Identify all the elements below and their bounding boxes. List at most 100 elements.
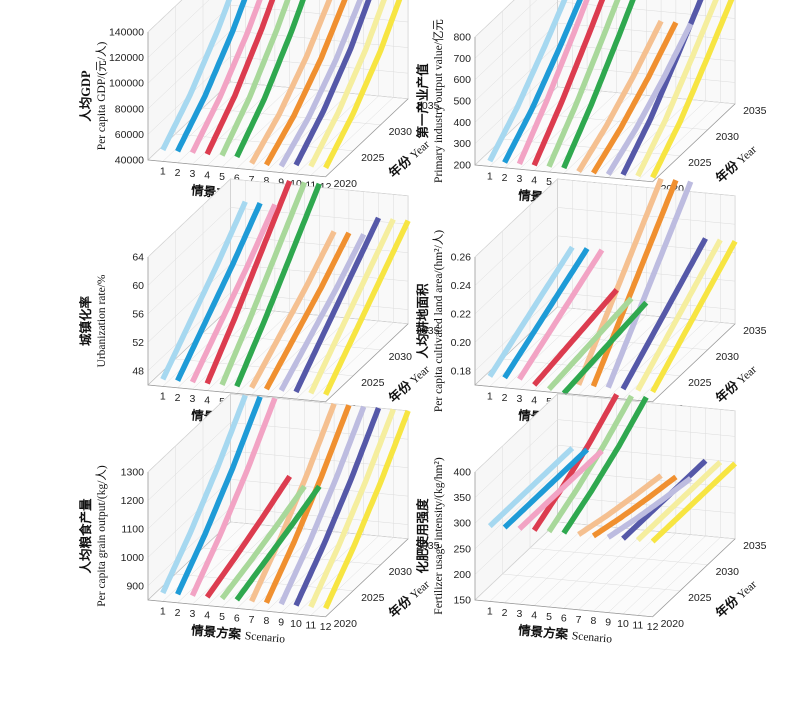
series-line-scenario-9 — [278, 405, 367, 606]
x-tick-label: 12 — [647, 621, 659, 633]
series-line-scenario-6 — [234, 484, 322, 602]
series-line-scenario-7 — [249, 0, 333, 165]
x-tick-label: 4 — [531, 395, 537, 407]
series-line-scenario-8 — [590, 179, 679, 388]
series-line-scenario-12 — [650, 239, 738, 394]
y-axis-label-en: Year — [735, 144, 759, 167]
gridline-year — [502, 446, 681, 592]
z-axis-label-en: Per capita cultivated land area/(hm²/人) — [432, 230, 445, 412]
z-tick-label: 0.18 — [451, 365, 472, 377]
z-tick-label: 300 — [453, 138, 471, 150]
z-tick-label: 100000 — [109, 78, 144, 90]
y-tick-label: 2035 — [416, 540, 440, 552]
series-line-scenario-10 — [293, 216, 381, 394]
x-tick-label: 1 — [160, 165, 166, 177]
x-tick-label: 1 — [487, 390, 493, 402]
y-tick-label: 2025 — [361, 152, 385, 164]
z-tick-label: 48 — [132, 365, 144, 377]
series-line-scenario-3 — [189, 397, 278, 597]
z-tick-label: 1200 — [121, 495, 145, 507]
series-line-scenario-8 — [591, 21, 679, 175]
series-line-scenario-11 — [308, 408, 396, 609]
series-line-scenario-5 — [546, 394, 634, 534]
y-axis-label: 年份Year — [713, 576, 760, 620]
y-axis-label: 年份Year — [386, 576, 433, 620]
x-tick-label: 11 — [632, 619, 643, 631]
x-tick-label: 2 — [502, 392, 508, 404]
z-tick-label: 500 — [453, 96, 471, 108]
x-tick-label: 6 — [234, 612, 240, 624]
x-tick-label: 8 — [263, 175, 269, 187]
series-line-scenario-4 — [204, 0, 276, 156]
x-axis-label-zh: 情景方案 — [518, 622, 570, 641]
series-line-scenario-4 — [532, 288, 619, 387]
series-line-scenario-1 — [160, 394, 248, 595]
x-axis-label-en: Scenario — [571, 630, 612, 645]
series-line-scenario-2 — [175, 202, 263, 382]
series-line-scenario-4 — [531, 0, 606, 167]
z-axis-label-zh: 人均粮食产量 — [78, 498, 93, 574]
y-tick-label: 2035 — [416, 100, 440, 112]
series-line-scenario-12 — [323, 219, 411, 396]
y-tick-label: 2025 — [688, 592, 712, 604]
y-axis-label: 年份Year — [386, 361, 433, 405]
series-line-scenario-3 — [189, 203, 278, 384]
z-tick-label: 300 — [453, 518, 471, 530]
series-line-scenario-6 — [234, 182, 322, 388]
z-tick-label: 0.26 — [451, 252, 472, 264]
x-tick-label: 1 — [160, 605, 166, 617]
series-line-scenario-7 — [249, 402, 337, 603]
y-axis-label: 年份Year — [386, 136, 433, 180]
z-tick-label: 0.20 — [451, 337, 472, 349]
x-tick-label: 9 — [278, 617, 284, 629]
x-tick-label: 6 — [234, 172, 240, 184]
y-tick-label: 2025 — [361, 377, 385, 389]
series-line-scenario-3 — [189, 0, 263, 154]
x-tick-label: 11 — [305, 619, 316, 631]
x-axis-line — [474, 599, 653, 618]
x-axis-line — [474, 164, 653, 183]
gridline-year — [175, 446, 354, 592]
series-line-scenario-2 — [502, 0, 583, 164]
x-tick-label: 5 — [546, 176, 552, 188]
z-tick-label: 1300 — [121, 467, 145, 479]
x-tick-label: 5 — [219, 171, 225, 183]
series-line-scenario-5 — [546, 296, 634, 392]
chart-panel-3: 4852566064123456789101112202020252030203… — [78, 178, 440, 431]
series-line-scenario-7 — [576, 177, 664, 386]
x-tick-label: 4 — [531, 175, 537, 187]
z-tick-label: 700 — [453, 53, 471, 65]
x-tick-label: 5 — [219, 611, 225, 623]
z-tick-label: 600 — [453, 74, 471, 86]
y-axis-label: 年份Year — [713, 361, 760, 405]
series-line-scenario-1 — [160, 0, 233, 152]
series-line-scenario-11 — [308, 0, 387, 168]
x-tick-label: 9 — [278, 177, 284, 189]
y-axis-line — [652, 538, 736, 618]
x-tick-label: 7 — [249, 174, 255, 186]
series-line-scenario-7 — [249, 230, 337, 390]
x-tick-label: 1 — [487, 605, 493, 617]
series-line-scenario-8 — [263, 404, 352, 604]
y-tick-label: 2025 — [688, 377, 712, 389]
y-tick-label: 2020 — [334, 618, 358, 630]
x-tick-label: 3 — [189, 393, 195, 405]
y-tick-label: 2020 — [334, 178, 358, 190]
y-tick-label: 2020 — [661, 618, 685, 630]
series-line-scenario-9 — [606, 476, 693, 540]
series-line-scenario-1 — [487, 446, 575, 529]
y-axis-label-zh: 年份 — [386, 152, 415, 180]
x-tick-label: 3 — [516, 173, 522, 185]
x-tick-label: 2 — [175, 392, 181, 404]
z-tick-label: 56 — [132, 308, 144, 320]
x-axis-line — [147, 384, 326, 403]
z-tick-label: 0.24 — [451, 280, 472, 292]
series-line-scenario-8 — [263, 0, 348, 167]
gridline-year — [529, 420, 708, 566]
series-line-scenario-2 — [502, 447, 590, 530]
chart-panel-2: 2003004005006007008001234567891011122020… — [415, 0, 767, 211]
y-tick-label: 2030 — [716, 566, 740, 578]
y-axis-label-zh: 年份 — [713, 157, 742, 185]
